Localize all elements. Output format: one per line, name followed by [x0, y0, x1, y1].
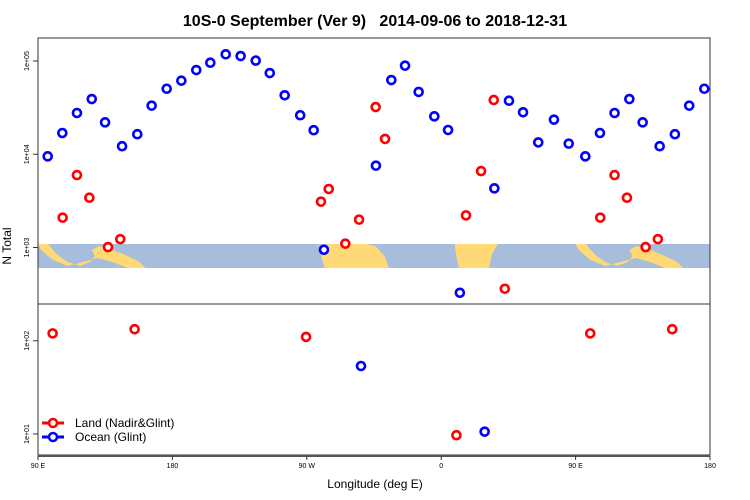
ocean-point: [580, 151, 591, 162]
ocean-point: [161, 83, 173, 95]
legend-land-marker: [47, 417, 59, 429]
y-tick-label: 1e+02: [24, 331, 31, 351]
ocean-point: [146, 100, 157, 111]
ocean-point: [594, 127, 606, 139]
ocean-point: [355, 360, 367, 372]
ocean-point: [294, 109, 306, 121]
x-tick-label: 180: [704, 463, 716, 470]
land-point: [71, 169, 83, 181]
ocean-point: [86, 93, 98, 105]
ocean-point: [250, 55, 262, 66]
map-land: [38, 244, 146, 268]
map-land: [575, 244, 684, 268]
land-point: [114, 233, 126, 245]
ocean-point: [308, 124, 319, 136]
ocean-point: [637, 117, 648, 128]
land-point: [370, 101, 381, 113]
ocean-point: [429, 111, 440, 122]
land-point: [379, 133, 391, 145]
ocean-point: [176, 75, 187, 86]
map-land: [320, 244, 389, 268]
land-point: [475, 165, 487, 177]
legend-ocean-label: Ocean (Glint): [75, 430, 146, 444]
ocean-point: [205, 57, 216, 68]
land-point: [640, 241, 651, 253]
x-tick-label: 90 W: [299, 463, 316, 470]
land-point: [652, 233, 664, 245]
land-point: [47, 328, 58, 339]
legend-land-label: Land (Nadir&Glint): [75, 416, 174, 430]
ocean-point: [442, 124, 454, 136]
y-tick-label: 1e+04: [24, 144, 31, 164]
chart-title: 10S-0 September (Ver 9) 2014-09-06 to 20…: [183, 13, 567, 30]
land-point: [488, 94, 500, 106]
ocean-point: [190, 64, 202, 76]
x-axis-label: Longitude (deg E): [327, 477, 422, 491]
y-axis-label: N Total: [0, 227, 14, 264]
ocean-point: [609, 107, 620, 119]
ocean-point: [132, 128, 143, 140]
map-strip: [38, 244, 710, 268]
ocean-point: [370, 160, 382, 171]
ocean-point: [57, 127, 68, 139]
land-point: [340, 238, 351, 249]
land-point: [609, 169, 620, 181]
land-point: [84, 192, 95, 204]
ocean-point: [669, 128, 681, 140]
y-tick-label: 1e+01: [24, 424, 31, 444]
land-point: [353, 214, 365, 225]
ocean-point: [413, 86, 424, 98]
land-point: [300, 331, 312, 343]
ocean-point: [116, 140, 128, 152]
ocean-point: [386, 74, 397, 86]
land-point: [102, 241, 114, 253]
ocean-point: [235, 50, 246, 62]
ocean-point: [489, 183, 500, 194]
ocean-point: [479, 426, 490, 437]
ocean-point: [99, 117, 111, 128]
x-tick-label: 0: [439, 463, 443, 470]
ocean-point: [454, 287, 466, 299]
ocean-point: [517, 106, 529, 118]
map-land: [454, 244, 498, 268]
land-point: [594, 212, 606, 223]
ocean-point: [264, 67, 276, 79]
ocean-point: [503, 95, 515, 107]
ocean-point: [399, 60, 411, 71]
x-tick-label: 90 E: [31, 463, 46, 470]
land-point: [315, 196, 327, 207]
land-point: [323, 183, 335, 195]
ocean-point: [318, 244, 330, 256]
ocean-point: [532, 137, 544, 148]
land-point: [499, 283, 511, 295]
land-point: [451, 429, 462, 441]
land-point: [666, 323, 678, 335]
ocean-point: [654, 140, 665, 152]
land-point: [57, 212, 68, 223]
y-tick-label: 1e+05: [24, 51, 31, 71]
land-point: [621, 192, 633, 204]
x-tick-label: 90 E: [568, 463, 583, 470]
ocean-point: [683, 100, 695, 111]
ocean-point: [71, 107, 83, 119]
ocean-point: [279, 89, 290, 101]
x-tick-label: 180: [167, 463, 179, 470]
y-tick-label: 1e+03: [24, 238, 31, 258]
legend-ocean-marker: [47, 431, 59, 443]
ocean-point: [220, 48, 232, 60]
land-point: [460, 210, 472, 221]
land-point: [584, 328, 596, 339]
land-point: [129, 323, 140, 335]
ocean-point: [548, 114, 560, 125]
ocean-point: [699, 83, 710, 95]
ocean-point: [42, 151, 54, 162]
ocean-point: [624, 93, 635, 105]
legend: Land (Nadir&Glint) Ocean (Glint): [42, 416, 174, 444]
ocean-point: [563, 138, 575, 149]
